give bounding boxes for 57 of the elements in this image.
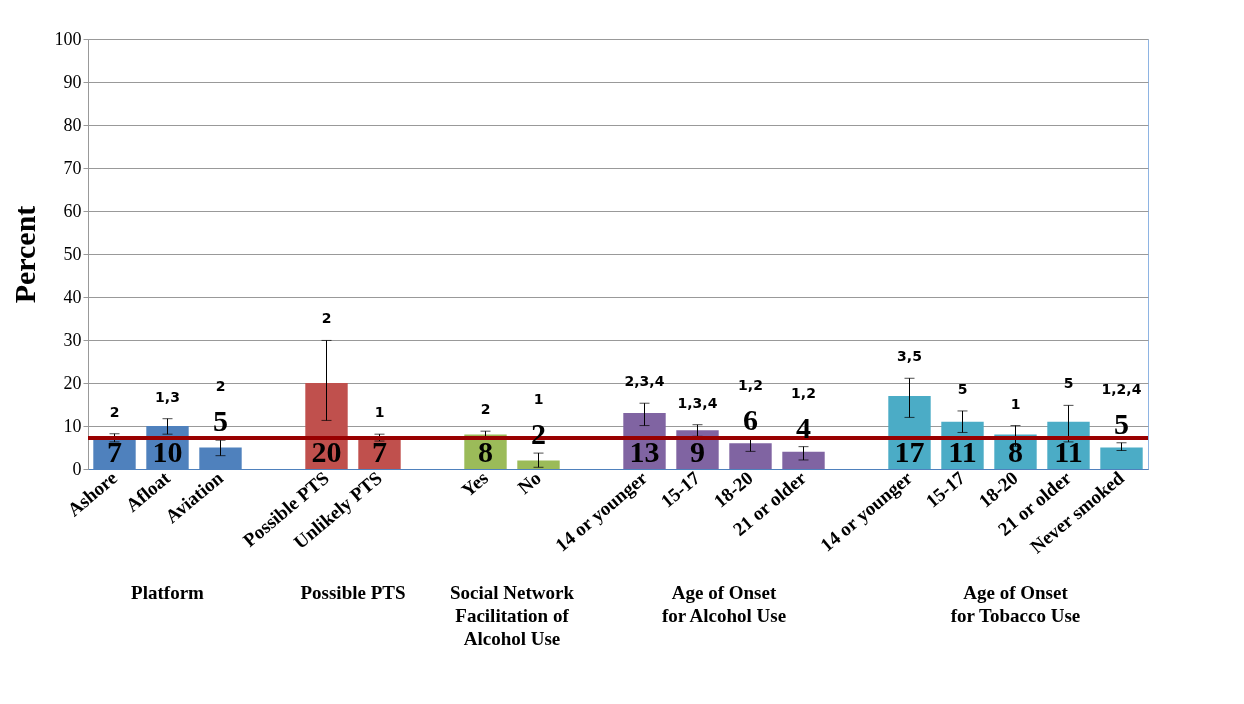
text: Age of Onset for Tobacco Use (950, 582, 1081, 626)
bar (888, 395, 931, 469)
annotation: 1,3,4 (677, 394, 718, 411)
bar (305, 383, 348, 469)
data-label: 13 (629, 435, 660, 468)
y-axis-title: Percent (7, 205, 41, 304)
bar (729, 443, 772, 469)
text: Social Network Facilitation of Alcohol Use (449, 582, 575, 649)
y-tick-label: 20 (63, 372, 82, 393)
data-label: 6 (743, 403, 758, 437)
annotation: 1 (1010, 395, 1021, 412)
data-label: 8 (478, 435, 493, 468)
annotation: 2 (321, 310, 332, 327)
annotation: 1,2 (791, 384, 816, 401)
data-label: 5 (213, 404, 228, 438)
annotation: 2 (109, 403, 120, 420)
annotation: 3,5 (897, 348, 922, 365)
y-tick-label: 30 (63, 329, 82, 350)
y-tick-label: 50 (63, 243, 82, 264)
annotation: 1,2,4 (1101, 380, 1142, 397)
data-label: 8 (1008, 435, 1023, 468)
data-label: 7 (372, 435, 387, 468)
text: Possible PTS (300, 582, 406, 603)
annotation: 1,2 (738, 377, 763, 394)
bar (1100, 447, 1143, 469)
data-label: 4 (796, 410, 811, 444)
y-tick-label: 40 (63, 286, 82, 307)
annotation: 5 (957, 380, 968, 397)
bar (517, 460, 560, 469)
annotation: 2 (215, 378, 226, 395)
data-label: 20 (311, 435, 342, 468)
y-tick-label: 10 (63, 415, 82, 436)
x-tick-label: Yes (457, 467, 492, 501)
data-label: 10 (152, 435, 183, 468)
bar (782, 451, 825, 469)
annotation: 2 (480, 401, 491, 418)
y-tick-label: 90 (63, 71, 82, 92)
x-tick-label: No (513, 467, 545, 499)
data-label: 5 (1114, 406, 1129, 440)
y-tick-label: 80 (63, 114, 82, 135)
data-label: 9 (690, 435, 705, 468)
annotation: 2,3,4 (624, 373, 665, 390)
annotation: 1 (374, 404, 385, 421)
y-tick-label: 70 (63, 157, 82, 178)
y-tick-label: 0 (72, 458, 82, 479)
bar (358, 438, 401, 469)
annotation: 1 (533, 391, 544, 408)
text: Age of Onset for Alcohol Use (661, 582, 787, 626)
annotation: 1,3 (155, 388, 180, 405)
data-label: 11 (948, 435, 977, 468)
data-label: 11 (1054, 435, 1083, 468)
y-tick-label: 60 (63, 200, 82, 221)
data-label: 17 (894, 435, 925, 468)
data-label: 7 (107, 435, 122, 468)
y-tick-label: 100 (54, 28, 82, 49)
annotation: 5 (1063, 375, 1074, 392)
text: Platform (131, 582, 205, 603)
